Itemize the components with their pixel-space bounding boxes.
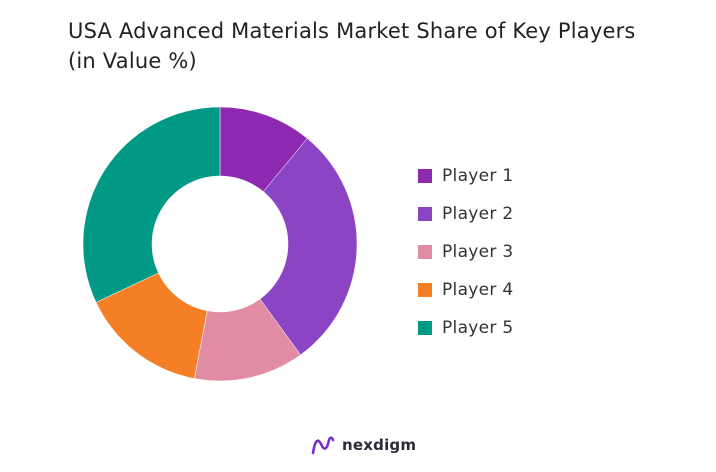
donut-slice-player-2 [259,138,358,356]
chart-legend: Player 1 Player 2 Player 3 Player 4 Play… [418,157,618,347]
brand-logo: nexdigm [310,432,416,458]
legend-item: Player 3 [418,233,618,271]
legend-label-player-3: Player 3 [442,242,514,262]
legend-item: Player 4 [418,271,618,309]
chart-title: USA Advanced Materials Market Share of K… [68,16,668,76]
legend-label-player-1: Player 1 [442,166,514,186]
donut-slices [82,106,358,382]
legend-label-player-2: Player 2 [442,204,514,224]
legend-item: Player 5 [418,309,618,347]
legend-label-player-4: Player 4 [442,280,514,300]
legend-swatch-player-5 [418,321,432,335]
brand-name: nexdigm [342,436,417,454]
legend-item: Player 1 [418,157,618,195]
legend-swatch-player-1 [418,169,432,183]
chart-title-line-1: USA Advanced Materials Market Share of K… [68,19,636,43]
legend-swatch-player-3 [418,245,432,259]
legend-swatch-player-2 [418,207,432,221]
donut-slice-player-5 [82,106,221,303]
legend-item: Player 2 [418,195,618,233]
nexdigm-logo-icon [311,436,335,455]
chart-title-line-2: (in Value %) [68,49,197,73]
legend-label-player-5: Player 5 [442,318,514,338]
legend-swatch-player-4 [418,283,432,297]
